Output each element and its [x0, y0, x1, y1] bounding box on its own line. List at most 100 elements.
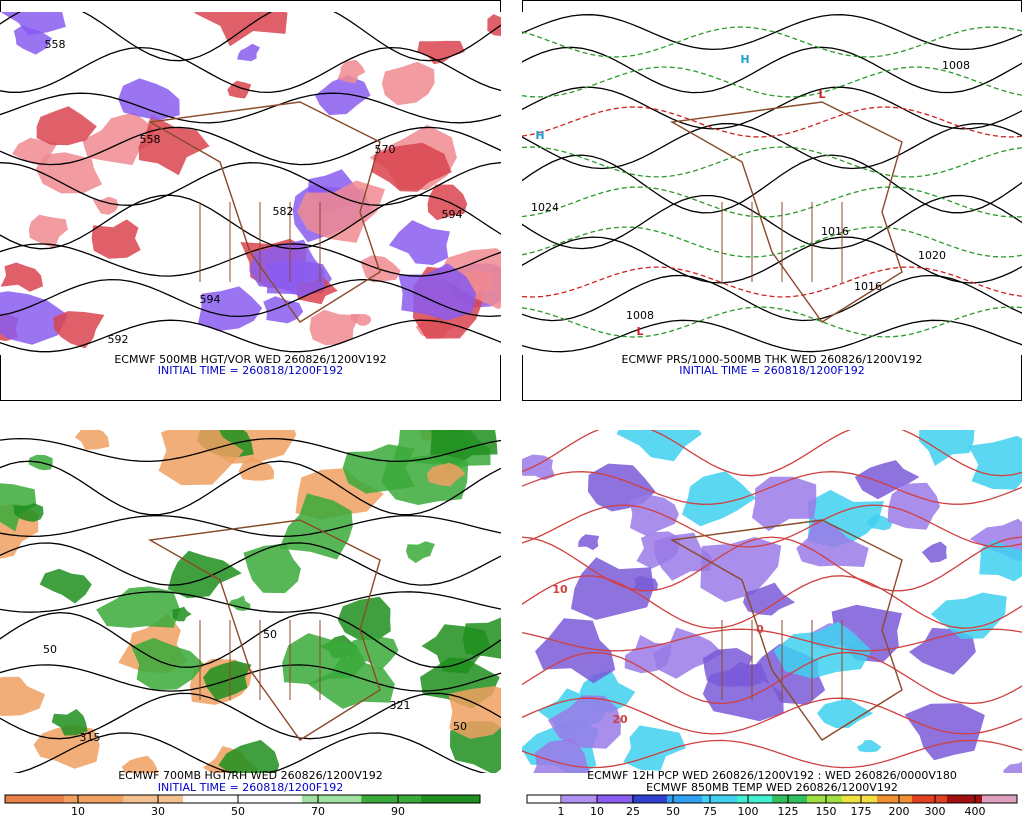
map-label: H [740, 53, 749, 66]
field-blob [297, 180, 385, 243]
field-blob [36, 106, 97, 146]
field-blob [681, 471, 756, 527]
colorbar-label: 90 [391, 805, 405, 818]
thickness-line [522, 146, 1022, 178]
contour [522, 504, 1022, 548]
colorbar-label: 50 [231, 805, 245, 818]
map-label: 558 [45, 38, 66, 51]
map-label: 1020 [918, 249, 946, 262]
map-label: 50 [43, 643, 57, 656]
field-blob [866, 514, 893, 531]
contour [522, 14, 1022, 51]
map-label: L [818, 88, 825, 101]
map-label: 594 [200, 293, 221, 306]
field-blob [91, 219, 141, 259]
field-blob [636, 531, 681, 569]
colorbar-label: 150 [816, 805, 837, 818]
field-blob [533, 738, 591, 773]
field-blob [437, 248, 501, 310]
map-label: 558 [140, 133, 161, 146]
field-blob [33, 724, 100, 769]
colorbar-segment [772, 795, 807, 803]
caption: ECMWF PRS/1000-500MB THK WED 260826/1200… [622, 353, 923, 366]
field-blob [817, 698, 874, 728]
colorbar-label: 100 [738, 805, 759, 818]
field-blob [462, 617, 501, 659]
colorbar-label: 175 [851, 805, 872, 818]
caption: INITIAL TIME = 260818/1200F192 [679, 364, 864, 377]
thickness-line [522, 66, 1022, 98]
field-blob [887, 482, 940, 530]
field-blob [548, 695, 621, 749]
contour [522, 536, 1022, 592]
colorbar-label: 30 [151, 805, 165, 818]
contour [522, 471, 1022, 505]
field-blob [856, 740, 882, 753]
map-label: 1016 [854, 280, 882, 293]
field-blob [487, 14, 501, 37]
colorbar-segment [301, 795, 362, 803]
field-blob [194, 12, 288, 47]
field-blob [13, 25, 53, 55]
contour [0, 542, 501, 586]
coastline [147, 101, 381, 323]
colorbar-segment [877, 795, 912, 803]
field-blob [930, 592, 1007, 639]
colorbar-label: 50 [666, 805, 680, 818]
field-blob [389, 220, 450, 265]
thickness-line [522, 186, 1022, 218]
colorbar-segment [702, 795, 737, 803]
field-blob [979, 539, 1022, 582]
field-blob [263, 296, 304, 324]
map [522, 12, 1022, 355]
coastline [147, 519, 381, 741]
field-blob [315, 75, 371, 116]
colorbar-label: 125 [778, 805, 799, 818]
colorbar-segment [361, 795, 421, 803]
field-blob [1, 12, 66, 36]
field-blob [158, 430, 244, 486]
field-blob [417, 40, 465, 65]
caption: ECMWF 700MB HGT/RH WED 260826/1200V192 [118, 769, 383, 782]
contour [0, 611, 501, 668]
field-blob [535, 618, 616, 684]
colorbar-segment [420, 795, 480, 803]
map-label: 594 [442, 208, 463, 221]
colorbar-frame [526, 794, 1018, 804]
colorbar-frame [4, 794, 481, 804]
field-blob [249, 239, 325, 298]
field-blob [571, 557, 654, 620]
colorbar-label: 25 [626, 805, 640, 818]
contour [0, 46, 501, 94]
panel: 20 10 0 ECMWF 12H PCP WED 260826/1200V192 :… [522, 430, 1022, 794]
field-blob [167, 550, 242, 599]
field-blob [406, 541, 435, 564]
field-blob [0, 262, 44, 292]
coastline [669, 519, 903, 741]
field-blob [1003, 761, 1022, 773]
colorbar-segment [183, 795, 243, 803]
contour [0, 92, 501, 124]
colorbar-label: 200 [889, 805, 910, 818]
colorbar-segment [667, 795, 702, 803]
colorbar-label: 300 [925, 805, 946, 818]
field-blob [0, 676, 46, 717]
contour [522, 46, 1022, 94]
field-blob [121, 755, 159, 773]
contour [522, 194, 1022, 250]
contour [522, 628, 1022, 652]
field-blob [773, 621, 872, 679]
colorbar-segment [64, 795, 124, 803]
colorbar-segment [123, 795, 184, 803]
caption: ECMWF 500MB HGT/VOR WED 260826/1200V192 [114, 353, 386, 366]
field-blob [398, 263, 477, 321]
map-label: 1008 [942, 59, 970, 72]
map-label: L [636, 325, 643, 338]
map-label: 570 [375, 143, 396, 156]
contour [0, 437, 501, 463]
contour [0, 319, 501, 353]
contour [0, 194, 501, 250]
colorbar-segment [5, 795, 65, 803]
contour [522, 697, 1022, 735]
colorbar-segment [632, 795, 667, 803]
